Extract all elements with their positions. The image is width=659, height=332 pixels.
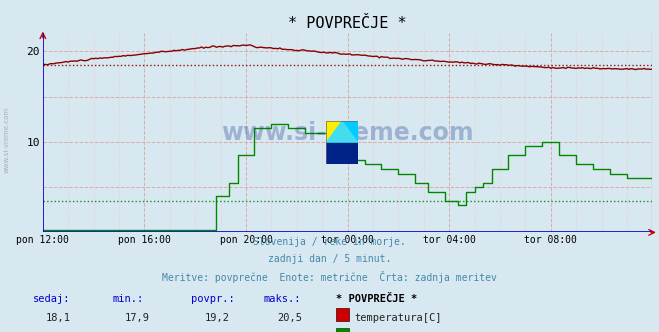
Text: Slovenija / reke in morje.: Slovenija / reke in morje. [253, 237, 406, 247]
Text: * POVPREČJE *: * POVPREČJE * [336, 294, 417, 304]
Polygon shape [326, 143, 358, 164]
Text: 18,1: 18,1 [46, 313, 71, 323]
Text: www.si-vreme.com: www.si-vreme.com [221, 121, 474, 145]
Polygon shape [326, 121, 358, 164]
Text: zadnji dan / 5 minut.: zadnji dan / 5 minut. [268, 254, 391, 264]
Text: 19,2: 19,2 [204, 313, 229, 323]
Text: Meritve: povprečne  Enote: metrične  Črta: zadnja meritev: Meritve: povprečne Enote: metrične Črta:… [162, 271, 497, 283]
Text: maks.:: maks.: [264, 294, 301, 304]
Text: sedaj:: sedaj: [33, 294, 71, 304]
Title: * POVPREČJE *: * POVPREČJE * [288, 16, 407, 31]
Text: www.si-vreme.com: www.si-vreme.com [3, 106, 10, 173]
Text: 17,9: 17,9 [125, 313, 150, 323]
Text: 20,5: 20,5 [277, 313, 302, 323]
Polygon shape [326, 121, 342, 143]
Polygon shape [326, 121, 358, 143]
Polygon shape [342, 121, 358, 143]
Text: min.:: min.: [112, 294, 143, 304]
Text: temperatura[C]: temperatura[C] [355, 313, 442, 323]
Text: povpr.:: povpr.: [191, 294, 235, 304]
